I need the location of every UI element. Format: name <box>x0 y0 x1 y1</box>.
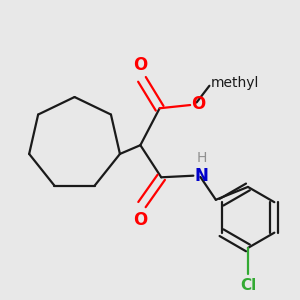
Text: H: H <box>196 151 207 165</box>
Text: O: O <box>133 211 148 229</box>
Text: O: O <box>191 95 205 113</box>
Text: methyl: methyl <box>211 76 260 90</box>
Text: O: O <box>133 56 148 74</box>
Text: N: N <box>195 167 209 185</box>
Text: Cl: Cl <box>240 278 256 293</box>
